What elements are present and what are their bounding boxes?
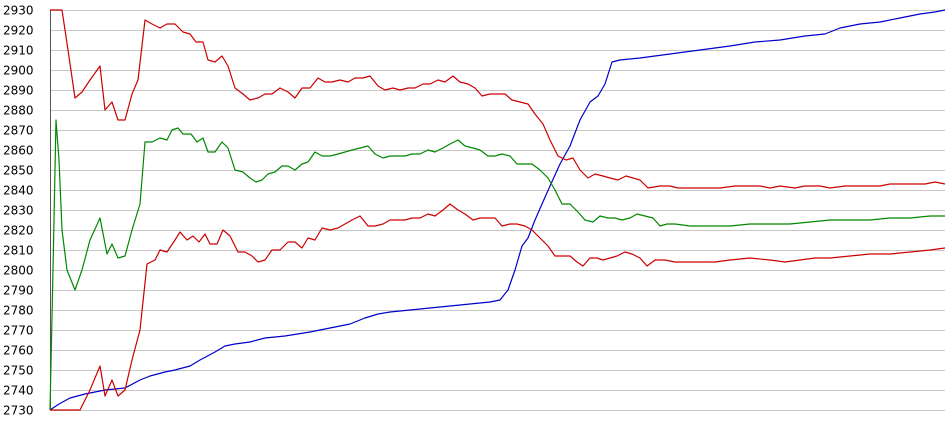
y-tick-label: 2790 (3, 284, 34, 298)
y-tick-label: 2900 (3, 64, 34, 78)
y-tick-label: 2860 (3, 144, 34, 158)
y-tick-label: 2920 (3, 24, 34, 38)
y-tick-label: 2910 (3, 44, 34, 58)
y-tick-label: 2820 (3, 224, 34, 238)
y-tick-label: 2750 (3, 364, 34, 378)
y-tick-label: 2810 (3, 244, 34, 258)
series-lines (49, 9, 946, 411)
y-tick-label: 2840 (3, 184, 34, 198)
y-tick-labels: 2730 2740 2750 2760 2770 2780 2790 2800 2810 2820… (3, 4, 34, 418)
y-tick-label: 2780 (3, 304, 34, 318)
y-tick-label: 2730 (3, 404, 34, 418)
y-tick-label: 2890 (3, 84, 34, 98)
y-tick-label: 2740 (3, 384, 34, 398)
y-tick-label: 2880 (3, 104, 34, 118)
y-tick-label: 2800 (3, 264, 34, 278)
y-tick-label: 2850 (3, 164, 34, 178)
y-tick-label: 2870 (3, 124, 34, 138)
y-tick-label: 2770 (3, 324, 34, 338)
y-tick-label: 2930 (3, 4, 34, 18)
series-line-4 (50, 203, 946, 411)
series-line-3 (49, 119, 945, 411)
grid-lines (50, 10, 945, 411)
series-line-1 (49, 9, 946, 411)
y-tick-label: 2760 (3, 344, 34, 358)
y-tick-label: 2830 (3, 204, 34, 218)
series-line-2 (50, 9, 946, 189)
